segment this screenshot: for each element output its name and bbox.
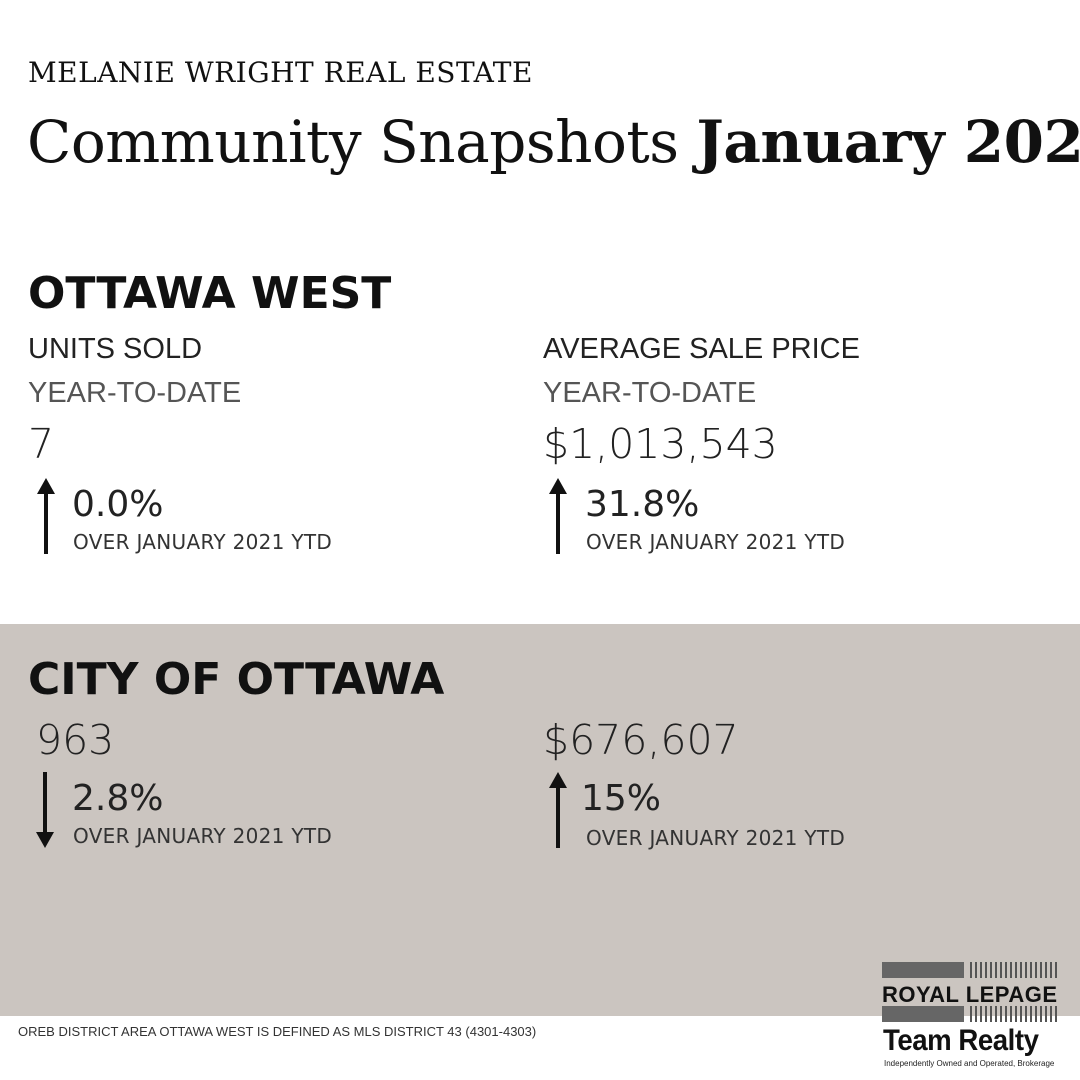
average-price-label: AVERAGE SALE PRICE: [543, 333, 860, 365]
footnote: OREB DISTRICT AREA OTTAWA WEST IS DEFINE…: [18, 1024, 537, 1039]
page-title: Community Snapshots January 2022: [27, 108, 1080, 176]
city-units-change: 2.8%: [72, 778, 164, 819]
ottawa-west-price-change: 31.8%: [585, 484, 700, 525]
city-of-ottawa-title: CITY OF OTTAWA: [28, 654, 445, 705]
ottawa-west-units-value: 7: [28, 420, 55, 468]
ottawa-west-title: OTTAWA WEST: [28, 268, 392, 319]
city-price-change: 15%: [581, 778, 662, 819]
average-price-ytd-label: YEAR-TO-DATE: [543, 377, 757, 409]
logo-top-bar: [882, 962, 1060, 978]
logo-tagline: Independently Owned and Operated, Broker…: [884, 1059, 1055, 1068]
units-sold-label: UNITS SOLD: [28, 333, 203, 365]
city-price-value: $676,607: [543, 716, 739, 764]
brand-name: MELANIE WRIGHT REAL ESTATE: [28, 56, 533, 89]
arrow-up-icon: [37, 478, 55, 554]
ottawa-west-price-value: $1,013,543: [543, 420, 778, 468]
units-sold-ytd-label: YEAR-TO-DATE: [28, 377, 242, 409]
logo-bottom-bar: [882, 1006, 1060, 1022]
arrow-up-icon: [549, 772, 567, 848]
logo-brand-text: ROYAL LEPAGE: [882, 982, 1058, 1007]
arrow-down-icon: [36, 772, 54, 848]
ottawa-west-units-comparison: OVER JANUARY 2021 YTD: [73, 530, 333, 554]
city-price-comparison: OVER JANUARY 2021 YTD: [586, 826, 846, 850]
ottawa-west-units-change: 0.0%: [72, 484, 164, 525]
city-of-ottawa-panel: [0, 624, 1080, 1016]
arrow-up-icon: [549, 478, 567, 554]
city-units-value: 963: [36, 716, 115, 764]
royal-lepage-logo: ROYAL LEPAGE Team Realty Independently O…: [880, 960, 1062, 1072]
logo-team-text: Team Realty: [883, 1024, 1039, 1057]
headline-bold: January 2022: [696, 108, 1080, 176]
headline-light: Community Snapshots: [27, 108, 679, 176]
ottawa-west-price-comparison: OVER JANUARY 2021 YTD: [586, 530, 846, 554]
city-units-comparison: OVER JANUARY 2021 YTD: [73, 824, 333, 848]
